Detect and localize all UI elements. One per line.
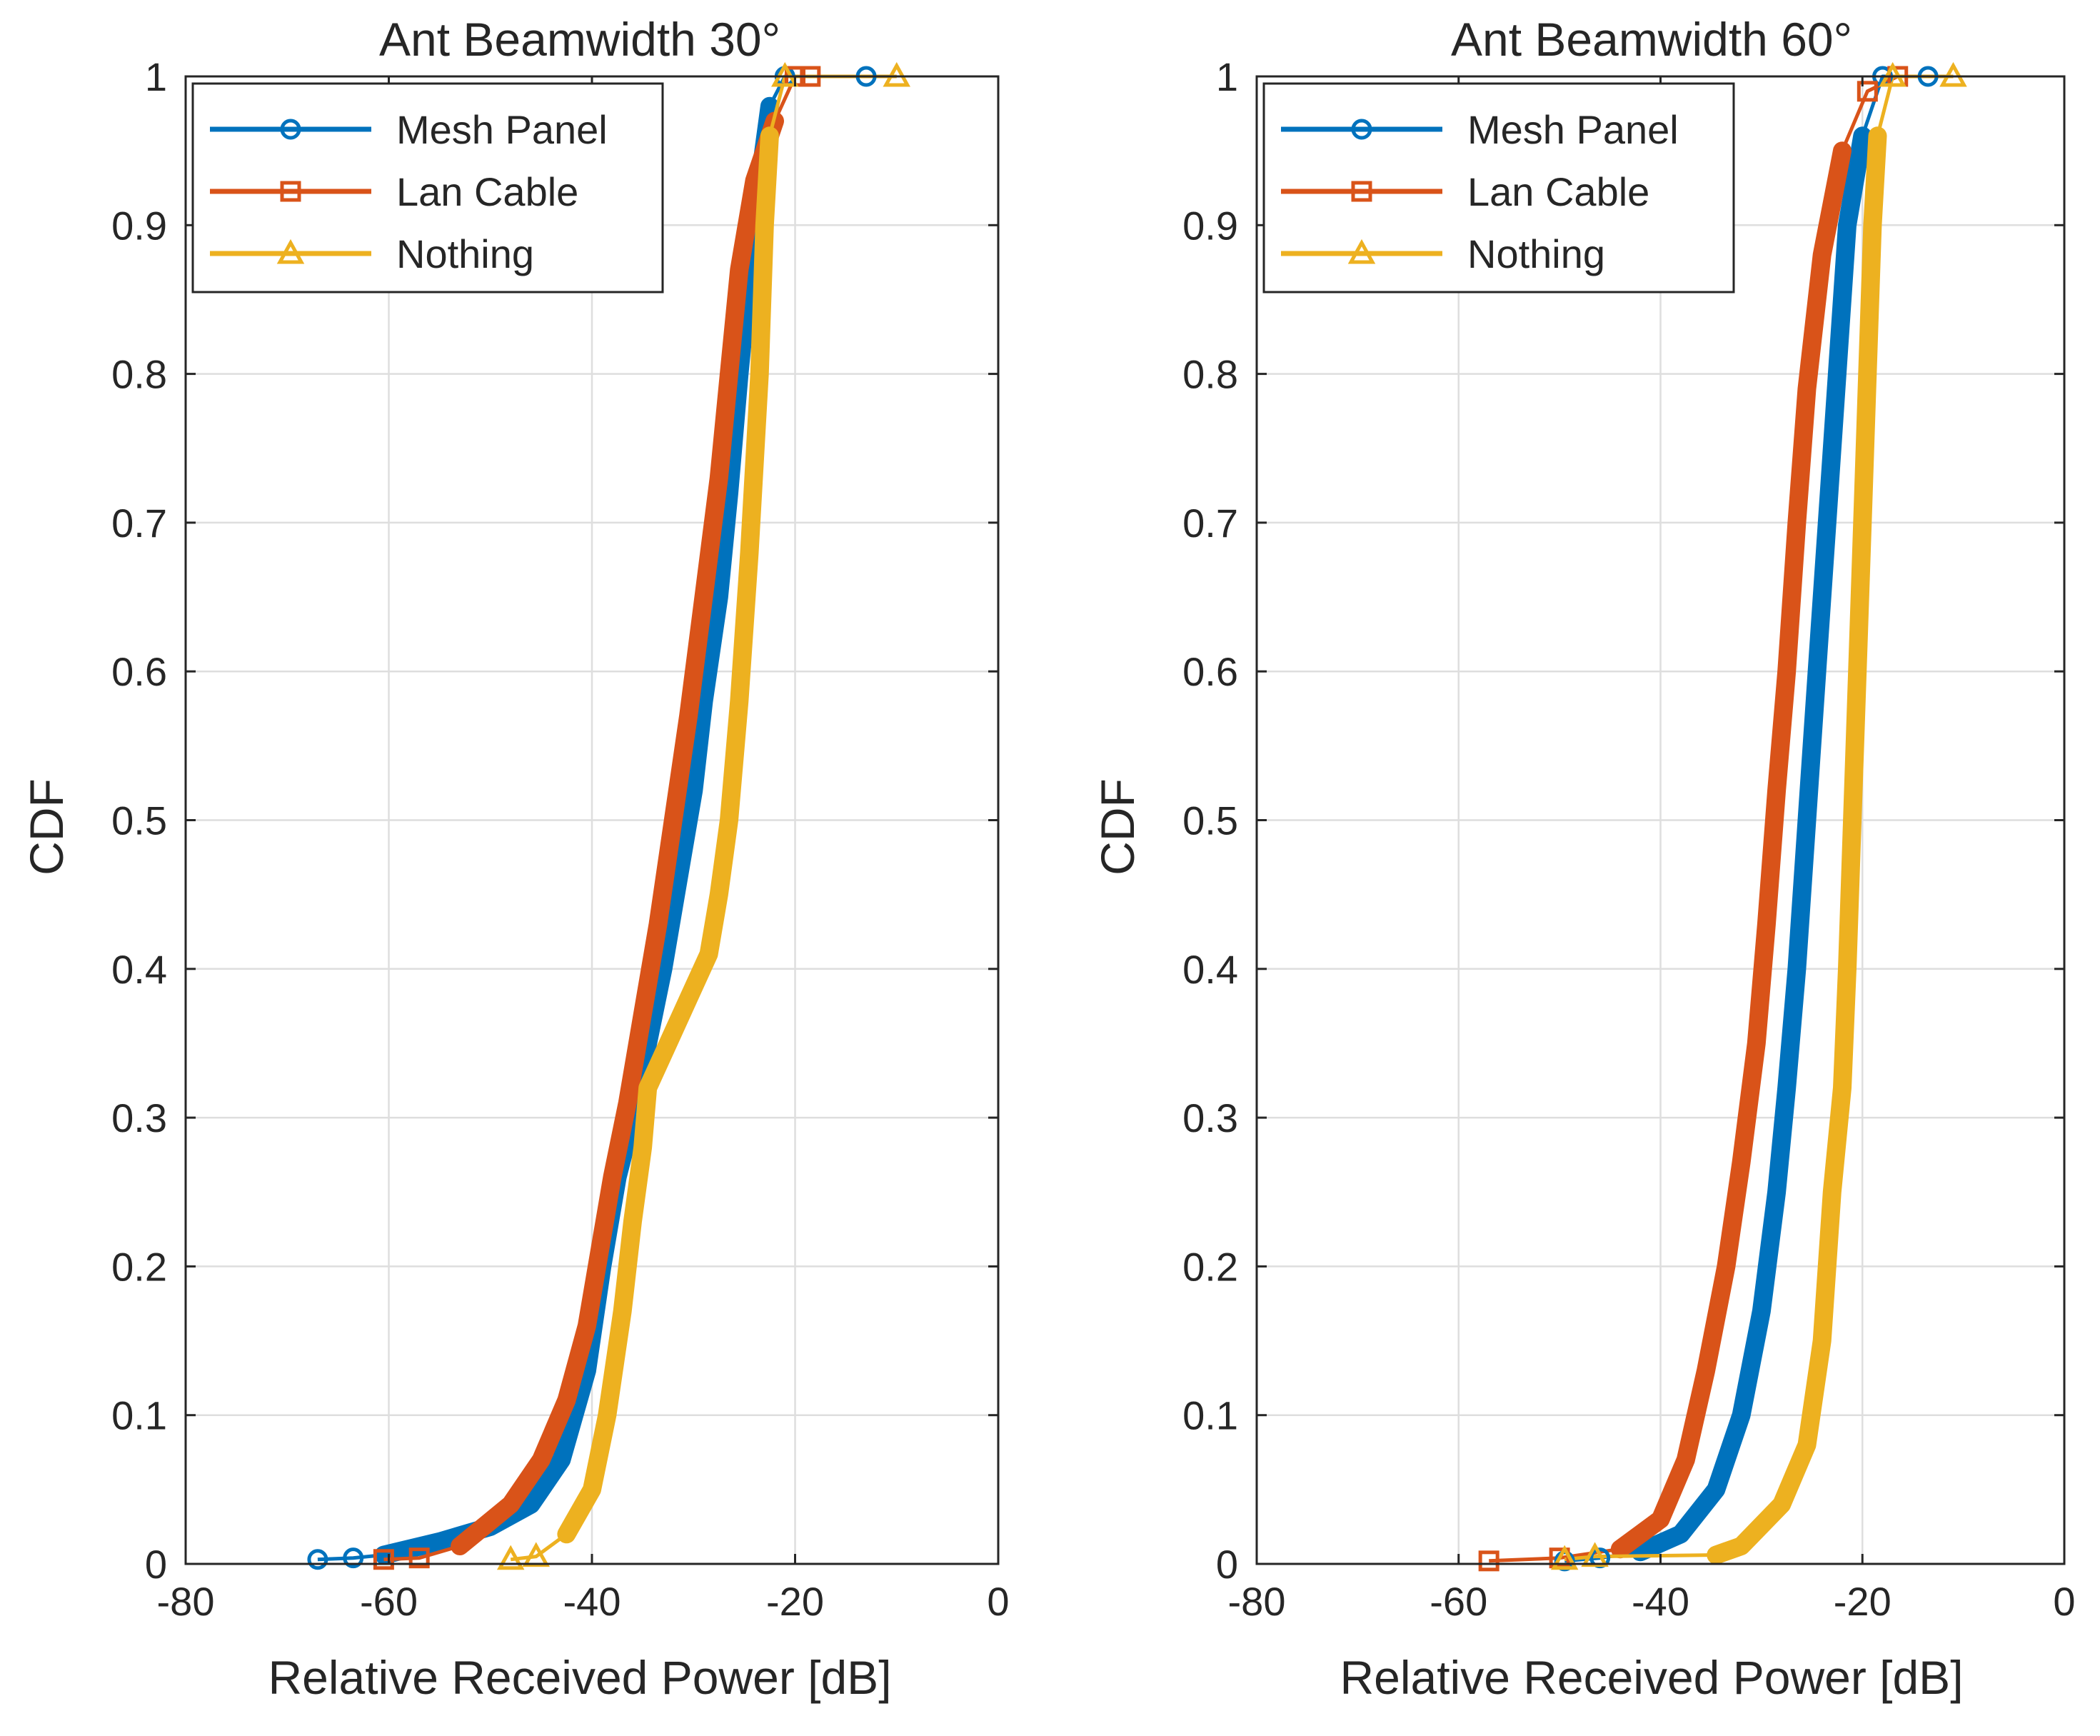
- y-tick-label: 0.7: [111, 501, 167, 546]
- data-point-square: [1478, 1550, 1499, 1572]
- series-band-circle: [374, 96, 779, 1565]
- data-point-circle: [343, 1547, 364, 1569]
- y-tick-label: 0.7: [1182, 501, 1238, 546]
- y-tick-label: 0.8: [111, 352, 167, 397]
- chart-panel-beamwidth-30: Ant Beamwidth 30° Relative Received Powe…: [20, 13, 1010, 1704]
- legend-marker-triangle: [1347, 239, 1376, 264]
- y-tick-label: 0.8: [1182, 352, 1238, 397]
- legend: Mesh Panel Lan Cable Nothing: [191, 82, 664, 293]
- y-tick-label: 0.5: [111, 798, 167, 843]
- x-tick-label: -60: [360, 1579, 418, 1624]
- legend-marker-circle: [280, 119, 301, 140]
- series-group: [1478, 61, 1967, 1572]
- legend-marker-triangle: [276, 239, 305, 264]
- y-tick-label: 0.1: [111, 1393, 167, 1438]
- x-tick-label: -40: [1632, 1579, 1689, 1624]
- y-tick-label: 0.9: [111, 203, 167, 248]
- legend-box: [1262, 82, 1735, 293]
- x-tick-label: -40: [563, 1579, 621, 1624]
- legend: Mesh Panel Lan Cable Nothing: [1262, 82, 1735, 293]
- y-tick-label: 1: [145, 54, 167, 99]
- x-axis-label: Relative Received Power [dB]: [1340, 1651, 1963, 1704]
- y-tick-label: 1: [1216, 54, 1238, 99]
- y-tick-label: 0.3: [111, 1095, 167, 1140]
- y-tick-label: 0.4: [111, 947, 167, 992]
- legend-box: [191, 82, 664, 293]
- chart-panel-beamwidth-60: Ant Beamwidth 60° Relative Received Powe…: [1091, 13, 2076, 1704]
- data-point-triangle: [496, 1545, 525, 1570]
- x-tick-label: -60: [1430, 1579, 1487, 1624]
- legend-label: Nothing: [396, 231, 534, 276]
- chart-title: Ant Beamwidth 60°: [1451, 13, 1852, 66]
- y-tick-label: 0: [1216, 1542, 1238, 1587]
- y-tick-label: 0.6: [111, 649, 167, 694]
- data-point-triangle: [1581, 1542, 1609, 1567]
- y-axis-label: CDF: [1091, 778, 1144, 875]
- data-point-square: [373, 1549, 394, 1570]
- legend-marker-square: [1351, 181, 1372, 202]
- series-group: [307, 61, 910, 1570]
- series-band-circle: [1631, 126, 1872, 1562]
- legend-label: Nothing: [1467, 231, 1605, 276]
- legend-label: Mesh Panel: [1467, 107, 1679, 152]
- series-band-square: [1610, 141, 1852, 1559]
- y-tick-label: 0: [145, 1542, 167, 1587]
- series-band-triangle: [557, 126, 779, 1544]
- y-tick-label: 0.1: [1182, 1393, 1238, 1438]
- y-tick-label: 0.3: [1182, 1095, 1238, 1140]
- y-tick-label: 0.5: [1182, 798, 1238, 843]
- y-tick-label: 0.6: [1182, 649, 1238, 694]
- series-band-square: [451, 111, 784, 1555]
- x-tick-label: 0: [2053, 1579, 2075, 1624]
- x-tick-label: -20: [766, 1579, 824, 1624]
- series-band-triangle: [1707, 126, 1887, 1565]
- legend-marker-square: [280, 181, 301, 202]
- x-tick-label: 0: [987, 1579, 1009, 1624]
- chart-title: Ant Beamwidth 30°: [379, 13, 780, 66]
- legend-label: Mesh Panel: [396, 107, 608, 152]
- y-tick-label: 0.9: [1182, 203, 1238, 248]
- x-tick-label: -80: [157, 1579, 215, 1624]
- data-point-triangle: [1550, 1545, 1579, 1570]
- y-tick-label: 0.2: [111, 1244, 167, 1289]
- legend-label: Lan Cable: [396, 169, 578, 214]
- y-tick-label: 0.4: [1182, 947, 1238, 992]
- data-point-circle: [307, 1549, 328, 1570]
- legend-label: Lan Cable: [1467, 169, 1649, 214]
- x-axis-label: Relative Received Power [dB]: [268, 1651, 891, 1704]
- legend-marker-circle: [1351, 119, 1372, 140]
- y-axis-label: CDF: [20, 778, 73, 875]
- y-tick-label: 0.2: [1182, 1244, 1238, 1289]
- x-tick-label: -20: [1834, 1579, 1891, 1624]
- data-point-triangle: [522, 1542, 551, 1567]
- data-point-square: [1857, 81, 1878, 102]
- data-point-square: [408, 1547, 430, 1569]
- x-tick-label: -80: [1228, 1579, 1286, 1624]
